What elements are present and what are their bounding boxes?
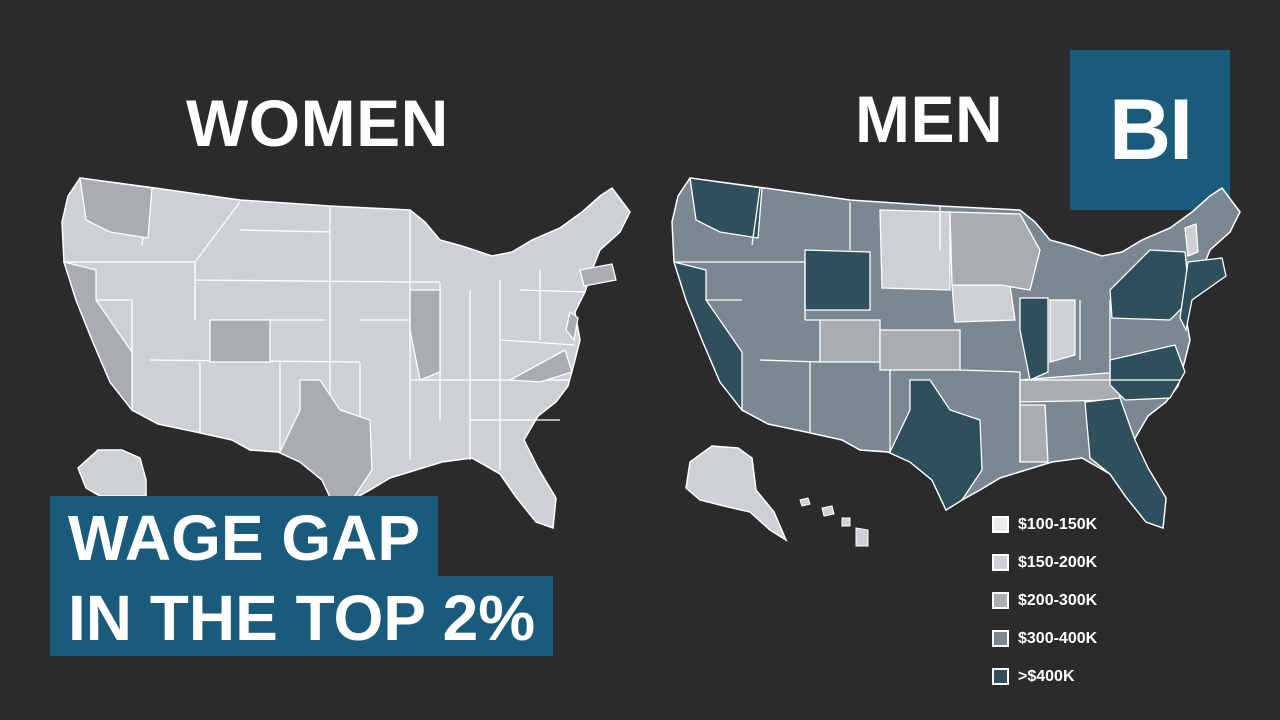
men-state-ia (951, 284, 1016, 323)
men-state-nj-ct-ma (1179, 257, 1227, 332)
legend-swatch (992, 516, 1009, 533)
men-state-nc-va (1109, 344, 1186, 401)
legend-label: $300-400K (1018, 629, 1098, 647)
legend-item: >$400K (992, 665, 1097, 688)
women-alaska (77, 449, 147, 497)
women-state-wa (79, 177, 153, 239)
legend-swatch (992, 592, 1009, 609)
men-state-ms-sc (1019, 404, 1049, 463)
legend-swatch (992, 668, 1009, 685)
women-map-title: WOMEN (186, 86, 449, 160)
headline-line-1: WAGE GAP (50, 496, 439, 576)
legend-label: $200-300K (1018, 591, 1098, 609)
men-state-il (1019, 297, 1049, 381)
legend-item: $100-150K (992, 513, 1097, 536)
legend-item: $200-300K (992, 589, 1097, 612)
men-state-ga-fl (1084, 397, 1167, 529)
legend-label: $100-150K (1018, 515, 1098, 533)
women-state-ct-ma (579, 263, 617, 287)
women-state-il (409, 289, 441, 381)
bi-logo: BI (1070, 50, 1230, 210)
men-state-wa (689, 177, 763, 239)
legend-swatch (992, 554, 1009, 571)
men-us-map (671, 177, 1241, 547)
women-us-map (61, 177, 631, 530)
men-state-ks (879, 329, 961, 371)
men-state-ca (673, 261, 743, 412)
men-state-border (674, 187, 1180, 462)
men-alaska (685, 445, 788, 542)
men-state-mn-wi (949, 211, 1041, 291)
men-state-tx (859, 379, 983, 511)
legend-label: $150-200K (1018, 553, 1098, 571)
women-state-ca (63, 261, 133, 412)
legend-item: $150-200K (992, 551, 1097, 574)
men-state-nd-sd (879, 209, 951, 291)
men-state-in (1049, 299, 1076, 363)
men-map-title: MEN (855, 82, 1004, 156)
legend-swatch (992, 630, 1009, 647)
women-state-va (507, 349, 573, 383)
legend-item: $300-400K (992, 627, 1097, 650)
men-hawaii (799, 497, 869, 547)
headline-line-2: IN THE TOP 2% (50, 576, 554, 656)
men-state-vt (1184, 223, 1199, 257)
women-state-co (209, 319, 271, 363)
men-state-wy (804, 249, 871, 311)
legend-label: >$400K (1018, 667, 1075, 685)
map-legend: $100-150K $150-200K $200-300K $300-400K … (992, 513, 1097, 703)
women-state-tx (249, 379, 373, 511)
women-contiguous-us (61, 177, 631, 530)
women-state-nj (565, 310, 579, 342)
men-state-co (819, 319, 881, 363)
